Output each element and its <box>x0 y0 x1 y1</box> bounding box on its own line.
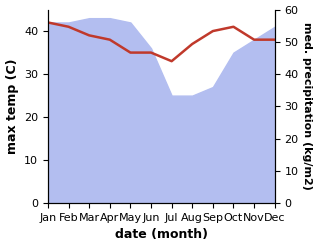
Y-axis label: med. precipitation (kg/m2): med. precipitation (kg/m2) <box>302 22 313 190</box>
Y-axis label: max temp (C): max temp (C) <box>5 59 18 154</box>
X-axis label: date (month): date (month) <box>115 228 208 242</box>
